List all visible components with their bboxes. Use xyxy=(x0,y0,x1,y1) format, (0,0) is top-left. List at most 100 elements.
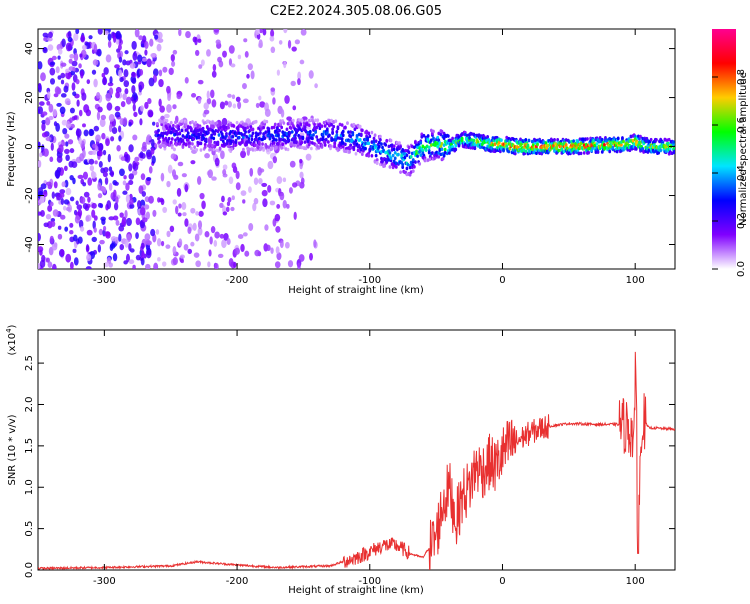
heatmap-ridge-cell xyxy=(190,127,193,131)
heatmap-ridge-cell xyxy=(300,140,304,145)
heatmap-ridge-cell xyxy=(393,150,397,155)
heatmap-noise-cell xyxy=(227,197,232,203)
heatmap-noise-cell xyxy=(69,148,75,154)
heatmap-ridge-cell xyxy=(434,143,437,147)
heatmap-ridge-cell xyxy=(243,122,246,127)
heatmap-ridge-cell xyxy=(174,138,177,143)
heatmap-noise-cell xyxy=(129,62,136,69)
heatmap-ridge-cell xyxy=(354,138,358,143)
heatmap-noise-cell xyxy=(70,123,75,129)
heatmap-ridge-cell xyxy=(638,140,641,145)
heatmap-ridge-cell xyxy=(302,121,306,125)
heatmap-ridge-cell xyxy=(348,147,351,151)
heatmap-noise-cell xyxy=(135,217,141,226)
heatmap-noise-cell xyxy=(67,36,73,43)
heatmap-noise-cell xyxy=(226,238,231,246)
heatmap-noise-cell xyxy=(87,177,93,186)
heatmap-ridge-cell xyxy=(368,134,372,139)
heatmap-ridge-cell xyxy=(389,156,393,160)
heatmap-noise-cell xyxy=(104,30,109,36)
heatmap-ridge-cell xyxy=(463,132,467,137)
heatmap-noise-cell xyxy=(211,99,217,108)
heatmap-ridge-cell xyxy=(288,131,292,135)
heatmap-ridge-cell xyxy=(323,143,327,147)
heatmap-noise-cell xyxy=(190,241,195,247)
heatmap-noise-cell xyxy=(213,239,218,247)
heatmap-noise-cell xyxy=(41,122,46,132)
heatmap-ridge-cell xyxy=(531,147,535,152)
heatmap-noise-cell xyxy=(91,209,96,218)
heatmap-ridge-cell xyxy=(583,137,587,142)
heatmap-noise-cell xyxy=(119,168,125,177)
y-tick-label: 0.0 xyxy=(24,562,35,578)
heatmap-noise-cell xyxy=(49,67,56,76)
heatmap-ridge-cell xyxy=(340,123,344,127)
heatmap-ridge-cell xyxy=(559,142,563,146)
heatmap-ridge-cell xyxy=(323,124,327,128)
heatmap-ridge-cell xyxy=(457,135,461,139)
heatmap-noise-cell xyxy=(64,148,70,155)
heatmap-noise-cell xyxy=(309,252,313,261)
heatmap-noise-cell xyxy=(97,143,104,151)
heatmap-noise-cell xyxy=(203,102,209,110)
heatmap-noise-cell xyxy=(124,209,128,219)
heatmap-ridge-cell xyxy=(341,129,345,134)
heatmap-ridge-cell xyxy=(338,136,342,140)
heatmap-ridge-cell xyxy=(384,143,388,147)
heatmap-ridge-cell xyxy=(303,125,307,129)
colorbar-label: Normalized spectral amplitude xyxy=(738,72,749,226)
heatmap-noise-cell xyxy=(152,209,157,217)
heatmap-ridge-cell xyxy=(426,158,430,162)
heatmap-noise-cell xyxy=(99,239,105,245)
heatmap-ridge-cell xyxy=(319,137,323,142)
heatmap-ridge-cell xyxy=(259,147,262,152)
heatmap-noise-cell xyxy=(299,158,303,164)
heatmap-noise-cell xyxy=(139,207,146,216)
heatmap-ridge-cell xyxy=(436,144,440,149)
heatmap-noise-cell xyxy=(65,154,70,162)
heatmap-noise-cell xyxy=(132,162,139,171)
heatmap-ridge-cell xyxy=(199,148,203,152)
heatmap-ridge-cell xyxy=(180,121,184,126)
x-tick-label: -200 xyxy=(226,275,249,286)
heatmap-ridge-cell xyxy=(206,130,210,135)
snr-panel: -300 -200 -100 0 100 0.0 0.5 1.0 1.5 2.0 2.5 Heig… xyxy=(5,324,676,596)
heatmap-noise-cell xyxy=(250,70,255,80)
heatmap-noise-cell xyxy=(113,181,119,186)
heatmap-ridge-cell xyxy=(160,122,164,127)
heatmap-ridge-cell xyxy=(595,142,599,146)
snr-x-label: Height of straight line (km) xyxy=(288,585,424,596)
heatmap-ridge-cell xyxy=(318,126,322,131)
heatmap-ridge-cell xyxy=(337,147,341,152)
heatmap-noise-cell xyxy=(180,258,185,264)
heatmap-noise-cell xyxy=(45,181,52,186)
heatmap-ridge-cell xyxy=(336,136,340,140)
heatmap-ridge-cell xyxy=(259,131,262,135)
heatmap-noise-cell xyxy=(108,166,113,172)
heatmap-noise-cell xyxy=(150,139,155,148)
heatmap-noise-cell xyxy=(114,64,120,69)
heatmap-noise-cell xyxy=(69,222,74,228)
snr-y-axis: 0.0 0.5 1.0 1.5 2.0 2.5 xyxy=(24,355,675,578)
heatmap-noise-cell xyxy=(169,225,175,233)
heatmap-ridge-cell xyxy=(307,136,311,140)
heatmap-ridge-cell xyxy=(540,145,544,150)
heatmap-noise-cell xyxy=(244,51,249,58)
heatmap-noise-cell xyxy=(297,262,301,269)
heatmap-ridge-cell xyxy=(332,124,336,129)
heatmap-noise-cell xyxy=(227,93,232,98)
heatmap-noise-cell xyxy=(100,114,107,120)
heatmap-ridge-cell xyxy=(250,142,254,147)
heatmap-ridge-cell xyxy=(513,151,517,156)
heatmap-noise-cell xyxy=(93,78,98,88)
heatmap-noise-cell xyxy=(142,217,148,223)
heatmap-noise-cell xyxy=(103,262,110,268)
heatmap-noise-cell xyxy=(63,165,68,171)
heatmap-noise-cell xyxy=(50,220,56,228)
heatmap-noise-cell xyxy=(187,226,192,235)
heatmap-noise-cell xyxy=(57,233,63,240)
heatmap-ridge-cell xyxy=(440,129,444,134)
heatmap-noise-cell xyxy=(80,34,86,43)
heatmap-ridge-cell xyxy=(341,141,345,146)
heatmap-ridge-cell xyxy=(374,139,378,143)
